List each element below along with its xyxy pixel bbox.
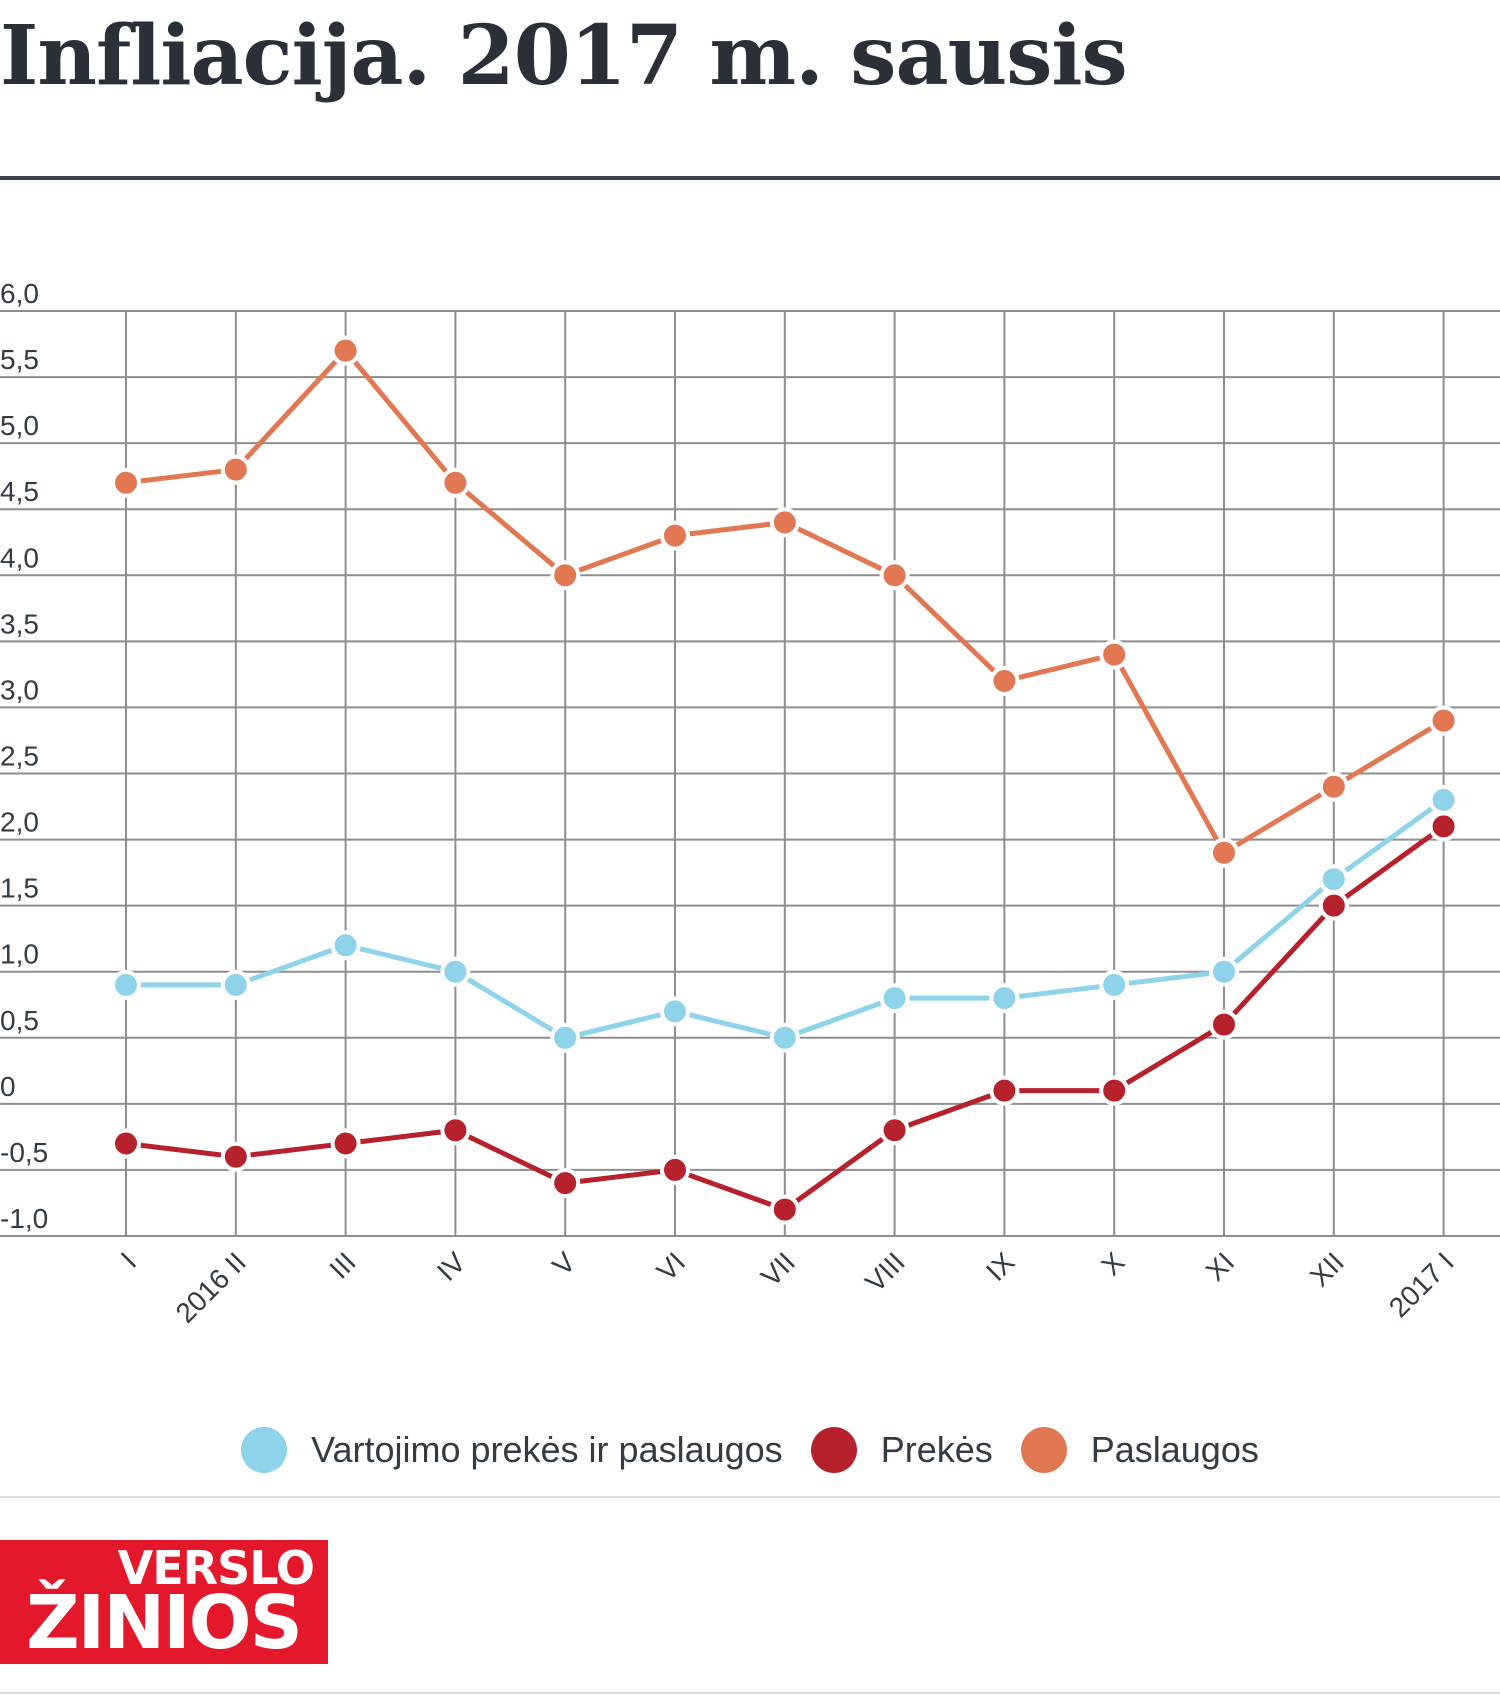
- y-tick-label: 5,5: [0, 344, 39, 375]
- legend-marker-prekes: [810, 1427, 857, 1473]
- y-tick-label: 2,5: [0, 741, 39, 772]
- data-point-vartojimo: [660, 996, 690, 1027]
- x-tick-label: I: [115, 1246, 142, 1273]
- data-point-vartojimo: [1318, 864, 1349, 895]
- x-tick-label: III: [323, 1246, 361, 1284]
- data-point-paslaugos: [440, 467, 471, 498]
- data-point-prekes: [660, 1154, 690, 1185]
- data-point-prekes: [1318, 890, 1349, 921]
- data-point-vartojimo: [989, 983, 1020, 1014]
- y-tick-label: 1,0: [0, 939, 39, 970]
- data-point-paslaugos: [1099, 639, 1130, 670]
- x-tick-label: IV: [431, 1246, 472, 1287]
- x-tick-label: IX: [980, 1246, 1021, 1287]
- data-point-vartojimo: [769, 1022, 800, 1053]
- data-point-vartojimo: [440, 956, 471, 987]
- data-point-vartojimo: [1099, 969, 1130, 1000]
- series-layer: [111, 335, 1459, 1225]
- legend-label-paslaugos: Paslaugos: [1090, 1429, 1259, 1470]
- legend-divider: [0, 1496, 1500, 1498]
- line-chart: 6,0 5,5 5,0 4,5 4,0 3,5 3,0 2,5 2,0 1,5 1,0 0,5 0 -0,…: [0, 278, 1500, 1329]
- data-point-vartojimo: [111, 969, 141, 1000]
- data-point-prekes: [769, 1194, 800, 1225]
- data-point-prekes: [879, 1115, 910, 1146]
- legend-marker-vartojimo: [241, 1427, 288, 1473]
- data-point-vartojimo: [330, 930, 361, 961]
- y-tick-label: 0: [0, 1071, 16, 1102]
- legend-item-vartojimo: Vartojimo prekės ir paslaugos: [241, 1427, 783, 1473]
- data-point-prekes: [330, 1128, 361, 1159]
- data-point-paslaugos: [111, 467, 141, 498]
- legend-label-prekes: Prekės: [880, 1429, 993, 1470]
- data-point-paslaugos: [550, 560, 581, 591]
- data-point-prekes: [1209, 1009, 1239, 1040]
- data-point-paslaugos: [989, 666, 1020, 696]
- data-point-prekes: [440, 1115, 471, 1146]
- y-tick-label: 3,0: [0, 674, 39, 705]
- data-point-paslaugos: [769, 507, 800, 538]
- data-point-vartojimo: [550, 1022, 581, 1053]
- data-point-paslaugos: [1318, 771, 1349, 802]
- data-point-prekes: [989, 1075, 1020, 1106]
- x-tick-label: V: [546, 1246, 581, 1281]
- y-tick-label: 0,5: [0, 1005, 39, 1036]
- data-point-prekes: [550, 1168, 581, 1199]
- data-point-paslaugos: [879, 560, 910, 591]
- verslo-zinios-logo: VERSLO ŽINIOS: [0, 1540, 328, 1664]
- x-tick-label: X: [1095, 1246, 1130, 1281]
- legend-item-prekes: Prekės: [810, 1427, 993, 1473]
- data-point-prekes: [111, 1128, 141, 1159]
- x-axis-ticks: I 2016 II III IV V VI VII VIII IX X XI XII 2017 I: [115, 1246, 1460, 1329]
- y-tick-label: 3,5: [0, 608, 39, 639]
- x-tick-label: VI: [651, 1246, 692, 1287]
- y-tick-label: 6,0: [0, 278, 39, 309]
- legend-label-vartojimo: Vartojimo prekės ir paslaugos: [311, 1429, 783, 1470]
- data-point-vartojimo: [1209, 956, 1239, 987]
- x-tick-label: VII: [755, 1246, 801, 1292]
- data-point-prekes: [1428, 811, 1459, 842]
- y-tick-label: 2,0: [0, 807, 39, 838]
- chart-legend: Vartojimo prekės ir paslaugos Prekės Pas…: [0, 1420, 1500, 1480]
- data-point-vartojimo: [220, 969, 251, 1000]
- data-point-paslaugos: [660, 520, 690, 551]
- y-tick-label: -0,5: [0, 1137, 48, 1168]
- y-tick-label: 4,0: [0, 542, 39, 573]
- page-title: Infliacija. 2017 m. sausis: [0, 8, 1128, 104]
- legend-marker-paslaugos: [1020, 1427, 1067, 1473]
- data-point-vartojimo: [879, 983, 910, 1014]
- logo-text-top: VERSLO: [117, 1541, 315, 1595]
- x-tick-label: VIII: [859, 1246, 911, 1298]
- data-point-prekes: [220, 1141, 251, 1172]
- y-tick-label: 1,5: [0, 873, 39, 904]
- y-tick-label: 4,5: [0, 476, 39, 507]
- data-point-paslaugos: [220, 454, 251, 485]
- y-tick-label: 5,0: [0, 410, 39, 441]
- x-tick-label: XI: [1200, 1246, 1241, 1287]
- chart-grid: [0, 310, 1500, 1237]
- data-point-vartojimo: [1428, 784, 1459, 815]
- legend-item-paslaugos: Paslaugos: [1020, 1427, 1259, 1473]
- data-point-paslaugos: [330, 335, 361, 366]
- data-point-paslaugos: [1209, 837, 1239, 868]
- y-tick-label: -1,0: [0, 1203, 48, 1234]
- x-tick-label: 2017 I: [1383, 1246, 1460, 1323]
- x-tick-label: XII: [1304, 1246, 1350, 1292]
- title-divider: [0, 176, 1500, 180]
- x-tick-label: 2016 II: [170, 1246, 252, 1328]
- footer-divider: [0, 1692, 1500, 1694]
- data-point-paslaugos: [1428, 705, 1459, 736]
- data-point-prekes: [1099, 1075, 1130, 1106]
- logo-text-bottom: ŽINIOS: [26, 1580, 303, 1664]
- y-axis-ticks: 6,0 5,5 5,0 4,5 4,0 3,5 3,0 2,5 2,0 1,5 1,0 0,5 0 -0,…: [0, 278, 48, 1234]
